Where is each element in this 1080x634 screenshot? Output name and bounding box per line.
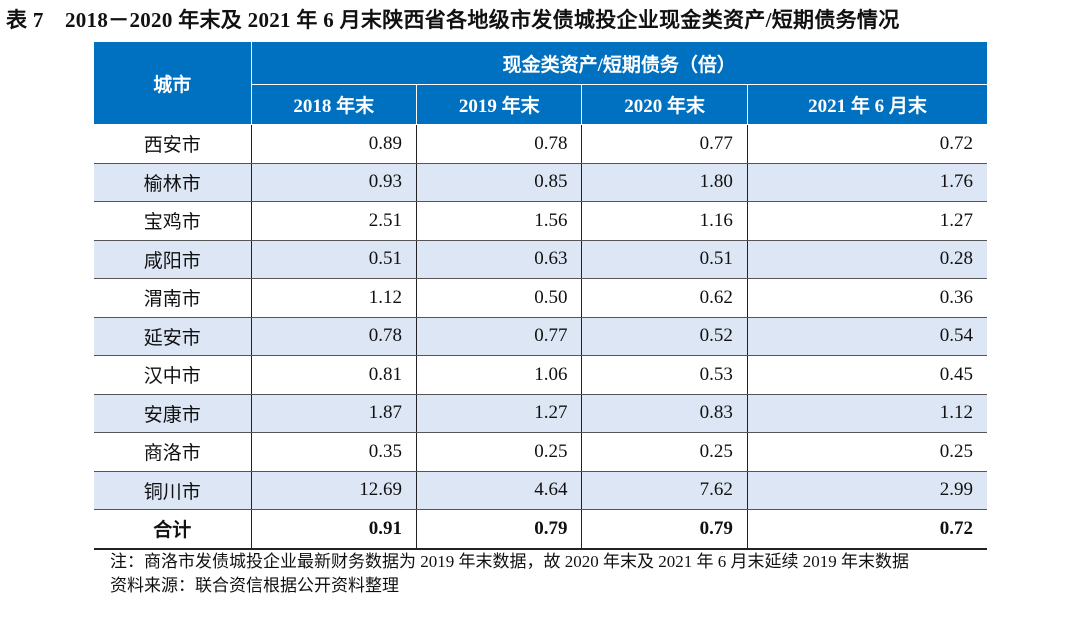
- table-row: 商洛市 0.35 0.25 0.25 0.25: [94, 432, 987, 472]
- city-cell: 渭南市: [94, 278, 252, 318]
- table-row: 汉中市 0.81 1.06 0.53 0.45: [94, 355, 987, 395]
- city-cell: 咸阳市: [94, 240, 252, 279]
- column-header: 2018 年末: [251, 84, 417, 125]
- value-cell: 0.72: [747, 509, 987, 550]
- footnote: 注：商洛市发债城投企业最新财务数据为 2019 年末数据，故 2020 年末及 …: [110, 552, 909, 571]
- city-cell: 安康市: [94, 394, 252, 433]
- value-cell: 1.56: [416, 201, 583, 241]
- value-cell: 0.51: [251, 240, 417, 279]
- table-row: 渭南市 1.12 0.50 0.62 0.36: [94, 278, 987, 318]
- value-cell: 1.76: [747, 163, 987, 202]
- column-header: 2021 年 6 月末: [747, 84, 987, 125]
- table-row: 西安市 0.89 0.78 0.77 0.72: [94, 124, 987, 164]
- source-note: 资料来源：联合资信根据公开资料整理: [110, 576, 399, 595]
- value-cell: 0.77: [581, 124, 748, 164]
- value-cell: 0.25: [581, 432, 748, 472]
- value-cell: 1.80: [581, 163, 748, 202]
- value-cell: 0.28: [747, 240, 987, 279]
- value-cell: 0.54: [747, 317, 987, 356]
- value-cell: 0.79: [416, 509, 583, 550]
- table-title: 表 7 2018－2020 年末及 2021 年 6 月末陕西省各地级市发债城投…: [6, 8, 900, 32]
- table-row: 宝鸡市 2.51 1.56 1.16 1.27: [94, 201, 987, 241]
- city-cell: 商洛市: [94, 432, 252, 472]
- value-cell: 4.64: [416, 471, 583, 510]
- value-cell: 0.36: [747, 278, 987, 318]
- data-table: 城市 现金类资产/短期债务（倍） 2018 年末 2019 年末 2020 年末…: [94, 42, 987, 550]
- value-cell: 0.79: [581, 509, 748, 550]
- value-cell: 1.87: [251, 394, 417, 433]
- value-cell: 0.72: [747, 124, 987, 164]
- column-header: 2019 年末: [416, 84, 583, 125]
- value-cell: 0.51: [581, 240, 748, 279]
- value-cell: 0.45: [747, 355, 987, 395]
- value-cell: 0.53: [581, 355, 748, 395]
- value-cell: 0.85: [416, 163, 583, 202]
- city-cell: 榆林市: [94, 163, 252, 202]
- value-cell: 0.78: [416, 124, 583, 164]
- value-cell: 1.06: [416, 355, 583, 395]
- value-cell: 0.25: [747, 432, 987, 472]
- table-row: 铜川市 12.69 4.64 7.62 2.99: [94, 471, 987, 510]
- value-cell: 0.81: [251, 355, 417, 395]
- value-cell: 0.52: [581, 317, 748, 356]
- value-cell: 1.16: [581, 201, 748, 241]
- value-cell: 0.77: [416, 317, 583, 356]
- value-cell: 1.27: [747, 201, 987, 241]
- table-row: 榆林市 0.93 0.85 1.80 1.76: [94, 163, 987, 202]
- city-cell: 西安市: [94, 124, 252, 164]
- city-cell: 宝鸡市: [94, 201, 252, 241]
- value-cell: 12.69: [251, 471, 417, 510]
- value-cell: 0.91: [251, 509, 417, 550]
- value-cell: 0.25: [416, 432, 583, 472]
- city-cell: 延安市: [94, 317, 252, 356]
- table-row: 安康市 1.87 1.27 0.83 1.12: [94, 394, 987, 433]
- city-cell: 铜川市: [94, 471, 252, 510]
- value-cell: 7.62: [581, 471, 748, 510]
- value-cell: 2.51: [251, 201, 417, 241]
- group-header: 现金类资产/短期债务（倍）: [251, 42, 987, 85]
- value-cell: 0.83: [581, 394, 748, 433]
- value-cell: 1.12: [251, 278, 417, 318]
- value-cell: 0.78: [251, 317, 417, 356]
- value-cell: 1.12: [747, 394, 987, 433]
- total-row: 合计 0.91 0.79 0.79 0.72: [94, 509, 987, 550]
- table-row: 延安市 0.78 0.77 0.52 0.54: [94, 317, 987, 356]
- value-cell: 2.99: [747, 471, 987, 510]
- table-row: 咸阳市 0.51 0.63 0.51 0.28: [94, 240, 987, 279]
- notes: 注：商洛市发债城投企业最新财务数据为 2019 年末数据，故 2020 年末及 …: [110, 550, 990, 598]
- value-cell: 0.93: [251, 163, 417, 202]
- column-header: 2020 年末: [581, 84, 748, 125]
- city-header: 城市: [94, 42, 252, 125]
- value-cell: 0.50: [416, 278, 583, 318]
- value-cell: 1.27: [416, 394, 583, 433]
- value-cell: 0.35: [251, 432, 417, 472]
- city-cell: 合计: [94, 509, 252, 550]
- value-cell: 0.89: [251, 124, 417, 164]
- value-cell: 0.62: [581, 278, 748, 318]
- city-cell: 汉中市: [94, 355, 252, 395]
- value-cell: 0.63: [416, 240, 583, 279]
